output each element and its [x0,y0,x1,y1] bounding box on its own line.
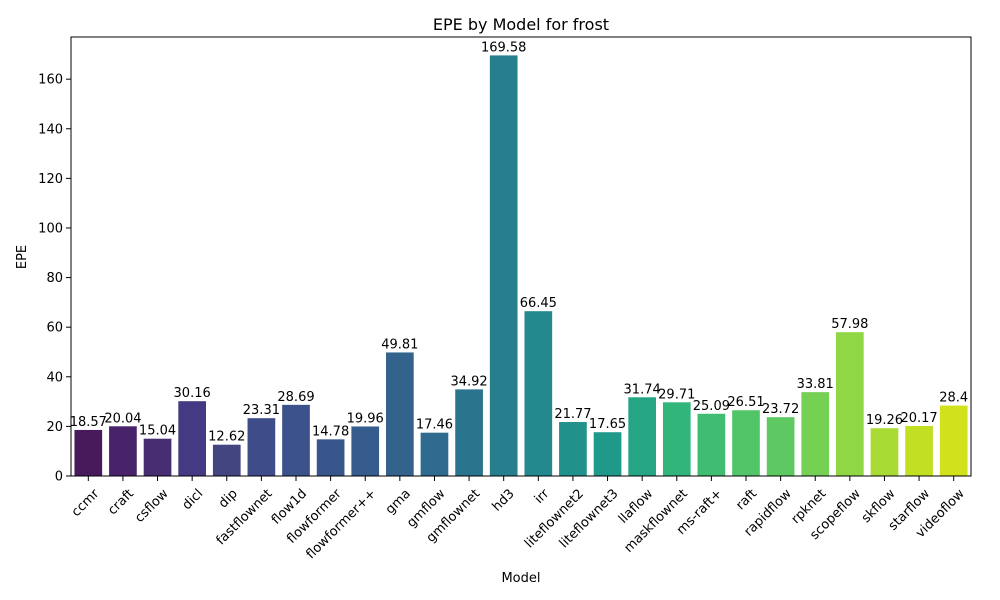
x-tick-label: craft [105,486,137,518]
bar-starflow [905,425,933,476]
bar-ms-raft+ [697,413,726,476]
bar-value-label: 29.71 [658,387,695,402]
bar-rpknet [801,392,830,476]
bar-value-label: 19.26 [866,413,903,428]
x-tick-label: dip [216,486,241,511]
y-tick-label: 120 [38,172,63,187]
y-tick-label: 60 [46,321,63,336]
bar-value-label: 17.46 [416,418,453,433]
chart-title: EPE by Model for frost [433,15,609,34]
bar-gmflownet [455,389,483,476]
bar-flowformer++ [351,426,380,476]
bar-value-label: 30.16 [174,386,211,401]
bar-value-label: 20.04 [104,411,141,426]
y-tick-label: 100 [38,221,63,236]
bar-liteflownet2 [559,422,587,476]
bar-value-label: 23.72 [762,402,799,417]
y-tick-label: 80 [46,271,63,286]
bar-value-label: 31.74 [624,382,661,397]
y-tick-label: 140 [38,122,63,137]
bar-value-label: 49.81 [381,337,418,352]
bar-dicl [178,401,206,476]
bar-value-label: 28.69 [277,390,314,405]
bar-value-label: 23.31 [243,403,280,418]
bar-value-label: 57.98 [831,317,868,332]
bar-value-label: 34.92 [450,374,487,389]
x-tick-label: raft [733,486,760,513]
bar-value-label: 66.45 [520,296,557,311]
bar-llaflow [628,397,656,476]
bar-value-label: 18.57 [70,415,107,430]
bar-craft [109,426,137,476]
y-axis-title: EPE [15,245,30,269]
bar-csflow [143,438,172,476]
bar-value-label: 12.62 [208,430,245,445]
bar-flow1d [282,404,310,476]
bar-ccmr [74,429,103,476]
bar-value-label: 169.58 [481,40,527,55]
bar-dip [212,444,241,476]
bar-value-label: 14.78 [312,424,349,439]
bar-value-label: 17.65 [589,417,626,432]
bar-value-label: 15.04 [139,424,176,439]
bar-value-label: 28.4 [939,391,968,406]
y-tick-label: 20 [46,420,63,435]
bar-hd3 [489,55,518,476]
y-tick-label: 40 [46,370,63,385]
x-tick-label: dicl [180,486,207,513]
plot-area: 0 20 40 60 80 100 120 140 160 18.57 ccmr 20.04 craft… [38,36,972,562]
bar-raft [732,410,760,476]
bar-liteflownet3 [593,432,622,476]
bar-flowformer [316,439,345,476]
bar-scopeflow [836,332,864,476]
bar-skflow [870,428,899,476]
bar-fastflownet [247,418,276,476]
x-tick-label: csflow [132,486,172,526]
x-tick-label: irr [532,486,553,507]
bar-value-label: 26.51 [727,395,764,410]
x-tick-label: gma [383,486,414,517]
bar-value-label: 20.17 [900,411,937,426]
x-axis-title: Model [501,571,540,586]
y-tick-label: 0 [55,470,63,485]
bar-irr [524,311,553,476]
bar-value-label: 25.09 [693,399,730,414]
x-tick-label: ccmr [69,486,103,520]
bar-gma [386,352,414,476]
bar-maskflownet [662,402,691,476]
y-tick-label: 160 [38,73,63,88]
bar-videoflow [939,405,968,476]
bar-value-label: 19.96 [347,411,384,426]
bar-value-label: 33.81 [797,377,834,392]
bar-rapidflow [766,417,795,476]
bar-value-label: 21.77 [554,407,591,422]
plot-frame [70,36,972,477]
x-tick-label: hd3 [490,486,518,514]
bar-gmflow [420,432,449,476]
